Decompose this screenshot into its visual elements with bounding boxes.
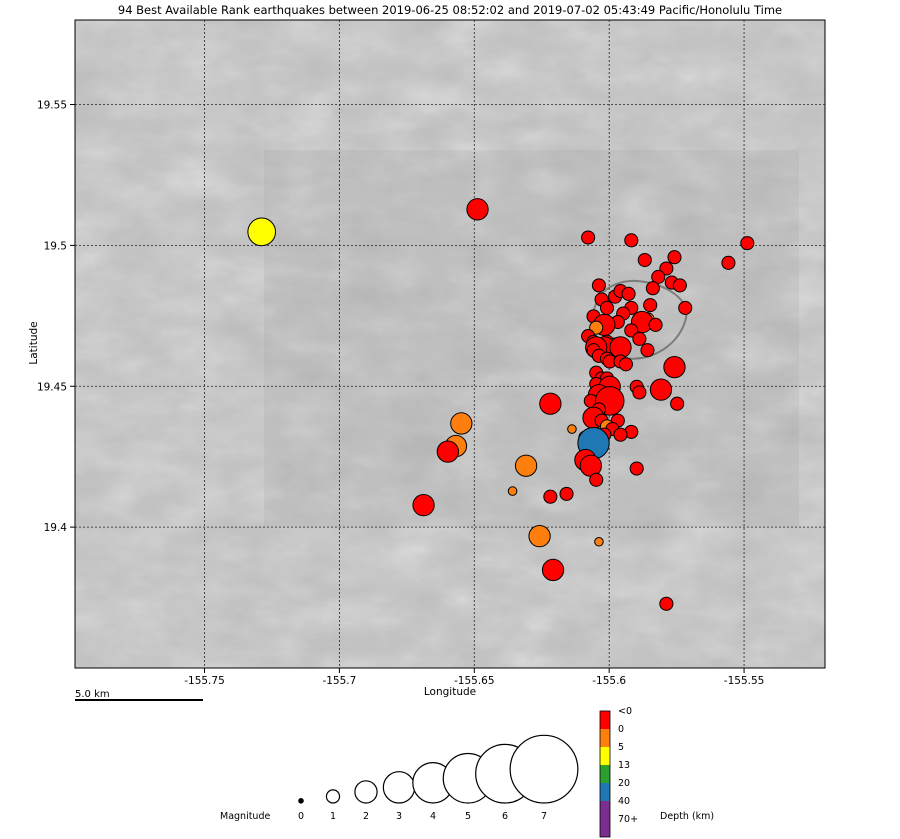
- earthquake-marker: [632, 331, 647, 346]
- depth-legend-value: 40: [618, 796, 630, 807]
- tick-label-y: 19.4: [44, 522, 68, 534]
- earthquake-marker: [659, 596, 674, 611]
- tick-label-y: 19.45: [37, 381, 67, 393]
- earthquake-marker: [670, 396, 685, 411]
- earthquake-marker: [624, 233, 639, 248]
- earthquake-marker: [514, 454, 538, 477]
- axis-ticks: -155.75 -155.7 -155.65 -155.6 -155.55 19.55 19…: [37, 100, 764, 687]
- magnitude-legend-value: 3: [396, 811, 402, 822]
- depth-legend-value: 0: [618, 724, 624, 735]
- tick-label-y: 19.5: [44, 240, 67, 252]
- earthquake-marker: [412, 494, 435, 517]
- magnitude-legend-value: 0: [298, 811, 304, 822]
- scale-bar: [75, 699, 203, 701]
- y-axis-label: Latitude: [28, 321, 40, 365]
- earthquake-marker: [624, 323, 639, 338]
- depth-legend-frame: [599, 710, 611, 838]
- plot-frame: [74, 19, 826, 669]
- earthquake-marker: [589, 320, 604, 335]
- earthquake-marker: [466, 198, 489, 221]
- depth-legend-swatch: [600, 819, 610, 837]
- depth-legend-swatch: [600, 711, 610, 729]
- magnitude-legend-value: 5: [465, 811, 471, 822]
- earthquake-marker: [637, 252, 652, 268]
- earthquake-marker: [643, 298, 658, 313]
- earthquake-marker: [541, 558, 565, 582]
- map-background: [75, 20, 825, 668]
- depth-legend: <0 0 5 13 20 40 70+ Depth (km): [599, 706, 714, 838]
- earthquake-marker: [450, 412, 473, 435]
- earthquake-marker: [629, 461, 644, 476]
- tick-label-x: -155.55: [724, 675, 765, 687]
- depth-legend-swatch: [600, 729, 610, 747]
- earthquake-marker: [740, 236, 755, 251]
- magnitude-legend-value: 7: [541, 811, 547, 822]
- earthquake-marker: [721, 255, 736, 270]
- x-axis-label: Longitude: [423, 686, 477, 698]
- earthquake-marker: [621, 286, 636, 301]
- earthquake-marker: [594, 537, 604, 547]
- earthquake-marker: [539, 392, 562, 415]
- earthquake-marker: [645, 281, 660, 296]
- earthquake-marker: [507, 486, 518, 496]
- magnitude-legend-label: Magnitude: [220, 811, 270, 822]
- earthquake-marker: [613, 427, 628, 442]
- depth-legend-swatch: [600, 801, 610, 819]
- earthquake-marker: [640, 343, 655, 358]
- magnitude-legend-circle: [354, 780, 378, 804]
- magnitude-legend-value: 6: [502, 811, 508, 822]
- earthquake-marker: [651, 269, 666, 284]
- depth-legend-value: 20: [618, 778, 630, 789]
- tick-label-x: -155.65: [454, 675, 495, 687]
- earthquake-markers: [247, 198, 755, 611]
- depth-legend-value: <0: [618, 706, 632, 717]
- earthquake-marker: [618, 357, 633, 372]
- depth-legend-swatch: [600, 747, 610, 765]
- earthquake-marker: [648, 317, 663, 332]
- earthquake-marker: [559, 486, 574, 501]
- earthquake-marker: [567, 424, 577, 434]
- earthquake-marker: [543, 489, 558, 504]
- scale-bar-label: 5.0 km: [75, 689, 110, 700]
- magnitude-legend-circle: [325, 789, 341, 804]
- tick-label-y: 19.55: [37, 100, 67, 112]
- earthquake-marker: [599, 300, 615, 315]
- magnitude-legend-circle: [298, 797, 304, 804]
- depth-legend-label: Depth (km): [660, 811, 714, 822]
- earthquake-marker: [672, 278, 687, 293]
- depth-legend-value: 13: [618, 760, 630, 771]
- earthquake-marker: [436, 440, 459, 463]
- magnitude-legend-value: 4: [430, 811, 436, 822]
- map-title: 94 Best Available Rank earthquakes betwe…: [117, 3, 783, 17]
- earthquake-marker: [581, 230, 596, 245]
- earthquake-marker: [663, 355, 686, 379]
- earthquake-marker: [591, 278, 606, 293]
- depth-legend-value: 70+: [618, 814, 638, 825]
- earthquake-marker: [632, 385, 647, 400]
- magnitude-legend-circle: [382, 771, 416, 804]
- magnitude-legend-value: 2: [363, 811, 369, 822]
- depth-legend-value: 5: [618, 742, 624, 753]
- depth-legend-swatch: [600, 765, 610, 783]
- earthquake-marker: [667, 250, 682, 265]
- magnitude-legend: Magnitude 0 1 2 3 4 5 6 7: [220, 734, 579, 822]
- tick-label-x: -155.6: [592, 675, 626, 687]
- earthquake-marker: [247, 217, 277, 247]
- earthquake-marker: [649, 378, 673, 401]
- earthquake-marker: [528, 525, 551, 548]
- tick-label-x: -155.75: [184, 675, 225, 687]
- tick-label-x: -155.7: [322, 675, 356, 687]
- earthquake-marker: [659, 261, 674, 276]
- depth-legend-swatch: [600, 783, 610, 801]
- earthquake-marker: [589, 472, 604, 487]
- magnitude-legend-circle: [509, 734, 579, 804]
- magnitude-legend-value: 1: [330, 811, 336, 822]
- earthquake-marker: [678, 300, 693, 315]
